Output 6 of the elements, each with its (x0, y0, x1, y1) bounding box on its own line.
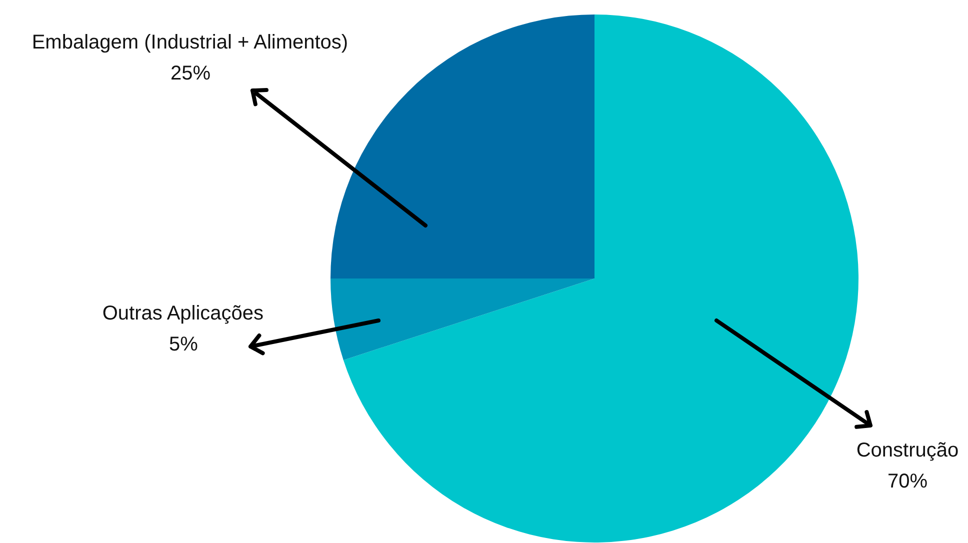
slice-label: Construção (856, 440, 959, 462)
data-label: 25% (170, 62, 211, 84)
slice-label: Embalagem (Industrial + Alimentos) (32, 32, 348, 54)
data-label: 5% (169, 334, 198, 356)
slice-label: Outras Aplicações (102, 302, 264, 324)
data-label: 70% (887, 470, 928, 492)
